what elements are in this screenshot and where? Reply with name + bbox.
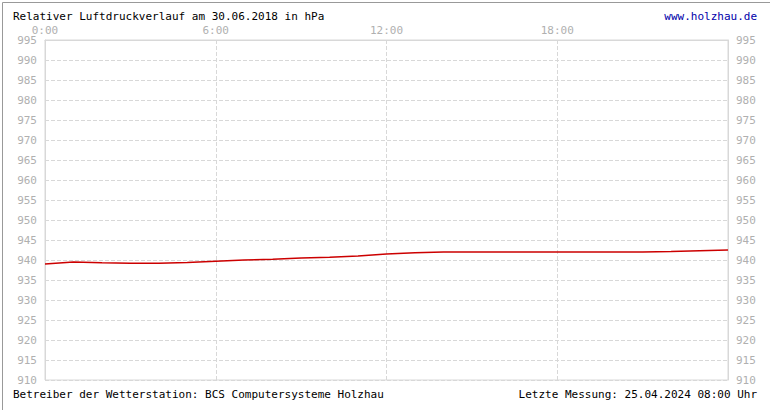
svg-text:925: 925 [17,314,37,327]
svg-text:930: 930 [17,294,37,307]
svg-text:965: 965 [17,154,37,167]
svg-text:995: 995 [736,34,756,47]
svg-text:955: 955 [17,194,37,207]
svg-text:Letzte Messung: 25.04.2024 08:: Letzte Messung: 25.04.2024 08:00 Uhr [519,388,758,401]
svg-text:990: 990 [736,54,756,67]
svg-text:945: 945 [17,234,37,247]
svg-text:980: 980 [17,94,37,107]
svg-text:930: 930 [736,294,756,307]
svg-text:985: 985 [736,74,756,87]
svg-text:925: 925 [736,314,756,327]
svg-text:970: 970 [17,134,37,147]
svg-text:910: 910 [736,374,756,387]
svg-text:980: 980 [736,94,756,107]
svg-text:940: 940 [736,254,756,267]
svg-text:920: 920 [736,334,756,347]
svg-text:950: 950 [736,214,756,227]
svg-text:965: 965 [736,154,756,167]
svg-text:975: 975 [736,114,756,127]
svg-text:975: 975 [17,114,37,127]
svg-text:960: 960 [17,174,37,187]
svg-text:990: 990 [17,54,37,67]
svg-text:960: 960 [736,174,756,187]
svg-text:18:00: 18:00 [541,24,574,37]
svg-text:0:00: 0:00 [32,24,59,37]
svg-text:995: 995 [17,33,37,47]
svg-text:935: 935 [17,274,37,287]
svg-text:950: 950 [17,214,37,227]
svg-text:12:00: 12:00 [370,24,403,37]
svg-text:970: 970 [736,134,756,147]
svg-text:985: 985 [17,74,37,87]
svg-text:www.holzhau.de: www.holzhau.de [664,10,757,23]
svg-text:935: 935 [736,274,756,287]
svg-text:915: 915 [17,354,37,367]
svg-text:Betreiber der Wetterstation: B: Betreiber der Wetterstation: BCS Compute… [13,388,384,401]
svg-text:920: 920 [17,334,37,347]
svg-text:915: 915 [736,354,756,367]
svg-text:Relativer Luftdruckverlauf am: Relativer Luftdruckverlauf am 30.06.2018… [13,10,324,23]
svg-text:6:00: 6:00 [203,24,230,37]
svg-text:910: 910 [17,374,37,387]
svg-text:955: 955 [736,194,756,207]
svg-text:945: 945 [736,234,756,247]
svg-text:940: 940 [17,254,37,267]
